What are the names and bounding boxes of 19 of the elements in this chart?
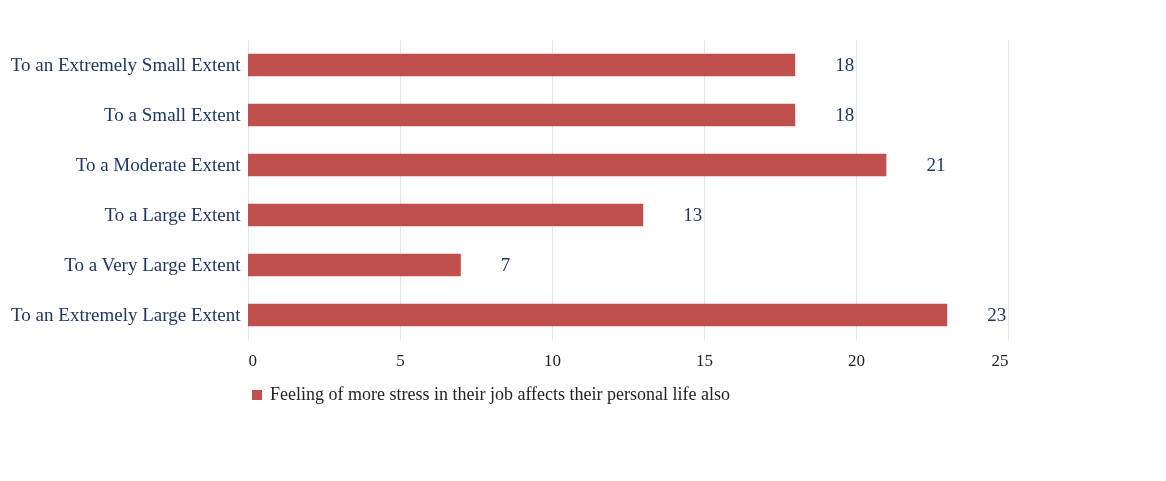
- data-label: 13: [683, 204, 703, 225]
- y-tick-label: To a Small Extent: [104, 104, 242, 125]
- data-label: 23: [987, 304, 1007, 325]
- y-tick-label: To an Extremely Large Extent: [11, 304, 242, 325]
- y-tick-label: To an Extremely Small Extent: [10, 54, 242, 75]
- y-tick-label: To a Very Large Extent: [64, 254, 242, 275]
- x-tick-label: 10: [544, 350, 561, 370]
- legend-label: Feeling of more stress in their job affects their personal life also: [270, 384, 731, 404]
- data-label: 18: [835, 104, 855, 125]
- x-tick-label: 0: [248, 350, 257, 370]
- x-tick-label: 20: [848, 350, 865, 370]
- data-label: 21: [926, 154, 946, 175]
- y-tick-label: To a Large Extent: [104, 204, 242, 225]
- y-tick-label: To a Moderate Extent: [75, 154, 242, 175]
- data-label: 7: [500, 254, 511, 275]
- x-tick-label: 25: [991, 350, 1009, 370]
- x-tick-label: 5: [396, 350, 405, 370]
- data-label: 18: [835, 54, 855, 75]
- x-tick-label: 15: [696, 350, 713, 370]
